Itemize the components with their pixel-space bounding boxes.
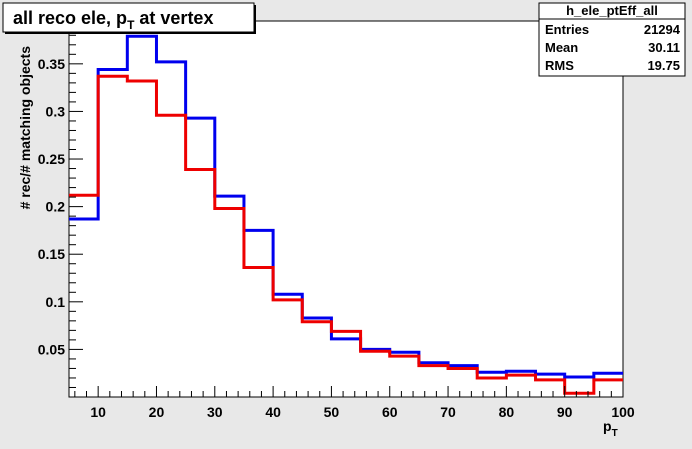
chart-title: all reco ele, pT at vertex (13, 8, 213, 32)
y-tick-label: 0.3 (46, 103, 66, 119)
stats-entries-label: Entries (545, 22, 589, 37)
x-tick-label: 10 (90, 404, 106, 420)
x-tick-label: 20 (149, 404, 165, 420)
y-tick-label: 0.35 (38, 56, 65, 72)
y-tick-label: 0.05 (38, 341, 65, 357)
x-tick-label: 30 (207, 404, 223, 420)
chart-title-subscript: T (127, 18, 135, 32)
histogram-series-2 (69, 74, 623, 395)
x-tick-label: 90 (557, 404, 573, 420)
stats-mean-value: 30.11 (648, 40, 680, 55)
stats-name: h_ele_ptEff_all (566, 3, 658, 18)
x-tick-label: 50 (324, 404, 340, 420)
x-tick-label: 70 (440, 404, 456, 420)
stats-rms-label: RMS (545, 58, 574, 73)
y-tick-label: 0.2 (46, 199, 66, 215)
x-tick-label: 40 (265, 404, 281, 420)
stats-entries-value: 21294 (644, 22, 681, 37)
stats-mean-label: Mean (545, 40, 578, 55)
x-axis-label-subscript: T (612, 428, 618, 439)
chart-title-suffix: at vertex (134, 8, 213, 28)
plot-frame (68, 20, 624, 398)
axes-layer: 10 20 30 40 50 60 70 80 90 100 0.05 0.1 0.15 0.2 0.25 0… (38, 25, 635, 420)
y-tick-label: 0.1 (46, 294, 66, 310)
series-layer (69, 34, 623, 395)
x-tick-label: 60 (382, 404, 398, 420)
y-tick-label: 0.25 (38, 151, 65, 167)
stats-rms-value: 19.75 (647, 58, 680, 73)
x-tick-label: 100 (611, 404, 635, 420)
x-tick-label: 80 (499, 404, 515, 420)
y-tick-label: 0.15 (38, 246, 65, 262)
stats-box: h_ele_ptEff_all Entries 21294 Mean 30.11… (538, 2, 686, 77)
title-box: all reco ele, pT at vertex (2, 2, 256, 34)
x-axis-label: pT (603, 418, 618, 439)
histogram-series-1 (69, 34, 623, 379)
y-axis-label: # rec/# matching objects (17, 46, 33, 210)
